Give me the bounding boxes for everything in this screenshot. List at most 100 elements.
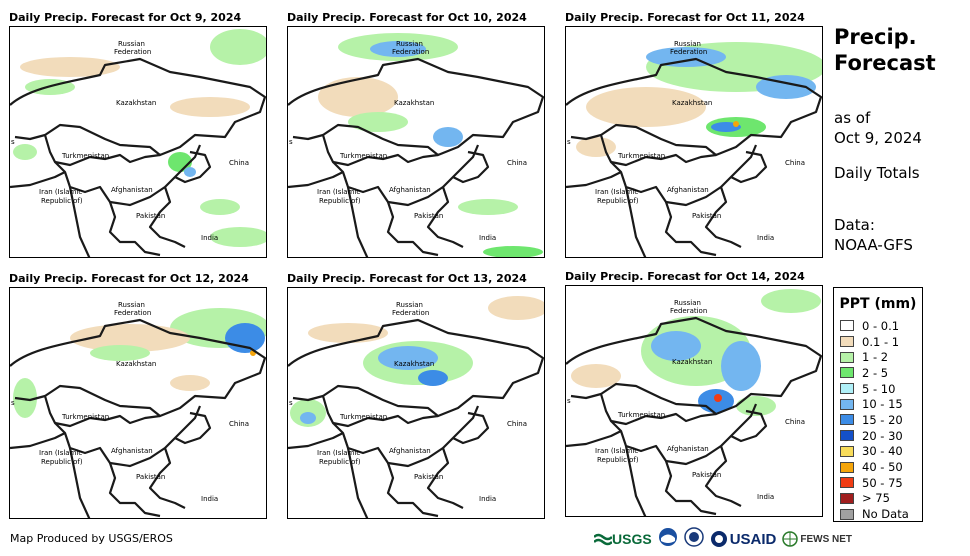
label-china: China bbox=[507, 420, 527, 428]
label-iran-2: Republic of) bbox=[41, 458, 83, 466]
noaa-logo-icon bbox=[658, 527, 678, 551]
map-panel-oct-10: Russian Federation Kazakhstan Turkmenist… bbox=[287, 26, 545, 258]
as-of-date: Oct 9, 2024 bbox=[834, 129, 922, 147]
label-afghanistan: Afghanistan bbox=[111, 186, 153, 194]
label-iran-2: Republic of) bbox=[597, 197, 639, 205]
label-kazakhstan: Kazakhstan bbox=[672, 99, 712, 107]
legend-swatch bbox=[840, 351, 854, 363]
legend-label: 40 - 50 bbox=[862, 460, 903, 475]
label-india: India bbox=[757, 493, 774, 501]
side-title-line-2: Forecast bbox=[834, 51, 936, 75]
label-china: China bbox=[785, 159, 805, 167]
side-title: Precip. Forecast bbox=[834, 24, 936, 76]
label-edge-s: s bbox=[11, 138, 15, 146]
legend-label: 30 - 40 bbox=[862, 444, 903, 459]
label-federation: Federation bbox=[392, 48, 429, 56]
legend-label: 5 - 10 bbox=[862, 381, 896, 396]
label-iran-2: Republic of) bbox=[319, 197, 361, 205]
label-turkmenistan: Turkmenistan bbox=[339, 152, 387, 160]
label-russian: Russian bbox=[118, 40, 145, 48]
data-source-block: Data: NOAA-GFS bbox=[834, 215, 913, 255]
legend-label: 10 - 15 bbox=[862, 397, 903, 412]
label-russian: Russian bbox=[674, 40, 701, 48]
partner-logos: USGS USAID FEWS NET bbox=[594, 527, 852, 551]
panel-title-oct-9: Daily Precip. Forecast for Oct 9, 2024 bbox=[9, 11, 242, 24]
label-kazakhstan: Kazakhstan bbox=[394, 360, 434, 368]
legend-item: 2 - 5 bbox=[834, 365, 922, 381]
label-iran-2: Republic of) bbox=[319, 458, 361, 466]
legend-item: 30 - 40 bbox=[834, 444, 922, 460]
legend-swatch bbox=[840, 414, 854, 426]
as-of-label: as of bbox=[834, 109, 871, 127]
daily-totals-text: Daily Totals bbox=[834, 164, 920, 182]
label-iran-1: Iran (Islamic bbox=[39, 188, 82, 196]
legend-item: 15 - 20 bbox=[834, 412, 922, 428]
legend-item: 0.1 - 1 bbox=[834, 334, 922, 350]
label-china: China bbox=[507, 159, 527, 167]
country-borders bbox=[566, 57, 822, 257]
label-turkmenistan: Turkmenistan bbox=[61, 413, 109, 421]
label-afghanistan: Afghanistan bbox=[667, 445, 709, 453]
label-turkmenistan: Turkmenistan bbox=[61, 152, 109, 160]
data-source-label: Data: bbox=[834, 216, 875, 234]
label-russian: Russian bbox=[396, 40, 423, 48]
precip-fill bbox=[290, 296, 544, 427]
label-kazakhstan: Kazakhstan bbox=[672, 358, 712, 366]
label-afghanistan: Afghanistan bbox=[111, 447, 153, 455]
label-iran-1: Iran (Islamic bbox=[595, 188, 638, 196]
label-pakistan: Pakistan bbox=[414, 212, 443, 220]
label-russian: Russian bbox=[674, 299, 701, 307]
legend-swatch bbox=[840, 367, 854, 379]
legend-swatch bbox=[840, 383, 854, 395]
label-pakistan: Pakistan bbox=[136, 473, 165, 481]
legend-label: 20 - 30 bbox=[862, 428, 903, 443]
as-of-block: as of Oct 9, 2024 bbox=[834, 108, 922, 148]
label-federation: Federation bbox=[670, 307, 707, 315]
legend-item: 50 - 75 bbox=[834, 475, 922, 491]
usaid-logo: USAID bbox=[710, 530, 776, 548]
usaid-seal-icon bbox=[710, 531, 727, 547]
country-borders bbox=[566, 316, 822, 516]
label-kazakhstan: Kazakhstan bbox=[394, 99, 434, 107]
legend-swatch bbox=[840, 477, 854, 489]
legend-item: 0 - 0.1 bbox=[834, 318, 922, 334]
label-kazakhstan: Kazakhstan bbox=[116, 99, 156, 107]
legend-label: No Data bbox=[862, 507, 909, 522]
panel-title-oct-10: Daily Precip. Forecast for Oct 10, 2024 bbox=[287, 11, 527, 24]
label-kazakhstan: Kazakhstan bbox=[116, 360, 156, 368]
label-pakistan: Pakistan bbox=[692, 212, 721, 220]
label-pakistan: Pakistan bbox=[136, 212, 165, 220]
label-india: India bbox=[479, 234, 496, 242]
label-china: China bbox=[785, 418, 805, 426]
label-afghanistan: Afghanistan bbox=[389, 186, 431, 194]
label-china: China bbox=[229, 159, 249, 167]
legend-swatch bbox=[840, 508, 854, 520]
legend-label: 0.1 - 1 bbox=[862, 334, 900, 349]
map-panel-oct-12: Russian Federation Kazakhstan Turkmenist… bbox=[9, 287, 267, 519]
legend-swatch bbox=[840, 336, 854, 348]
legend-swatch bbox=[840, 398, 854, 410]
label-turkmenistan: Turkmenistan bbox=[617, 152, 665, 160]
label-iran-1: Iran (Islamic bbox=[595, 447, 638, 455]
label-afghanistan: Afghanistan bbox=[389, 447, 431, 455]
label-russian: Russian bbox=[118, 301, 145, 309]
legend-swatch bbox=[840, 445, 854, 457]
label-federation: Federation bbox=[114, 309, 151, 317]
usgs-wave-icon bbox=[594, 533, 612, 546]
map-panel-oct-11: Russian Federation Kazakhstan Turkmenist… bbox=[565, 26, 823, 258]
legend-item: No Data bbox=[834, 506, 922, 522]
data-source-name: NOAA-GFS bbox=[834, 236, 913, 254]
label-pakistan: Pakistan bbox=[692, 471, 721, 479]
label-federation: Federation bbox=[392, 309, 429, 317]
country-borders bbox=[10, 318, 266, 518]
label-turkmenistan: Turkmenistan bbox=[617, 411, 665, 419]
label-india: India bbox=[757, 234, 774, 242]
panel-title-oct-13: Daily Precip. Forecast for Oct 13, 2024 bbox=[287, 272, 527, 285]
label-iran-1: Iran (Islamic bbox=[39, 449, 82, 457]
fews-logo: FEWS NET bbox=[782, 531, 852, 547]
precip-fill bbox=[13, 308, 266, 418]
map-panel-oct-13: Russian Federation Kazakhstan Turkmenist… bbox=[287, 287, 545, 519]
legend-label: 50 - 75 bbox=[862, 475, 903, 490]
map-panel-oct-14: Russian Federation Kazakhstan Turkmenist… bbox=[565, 285, 823, 517]
